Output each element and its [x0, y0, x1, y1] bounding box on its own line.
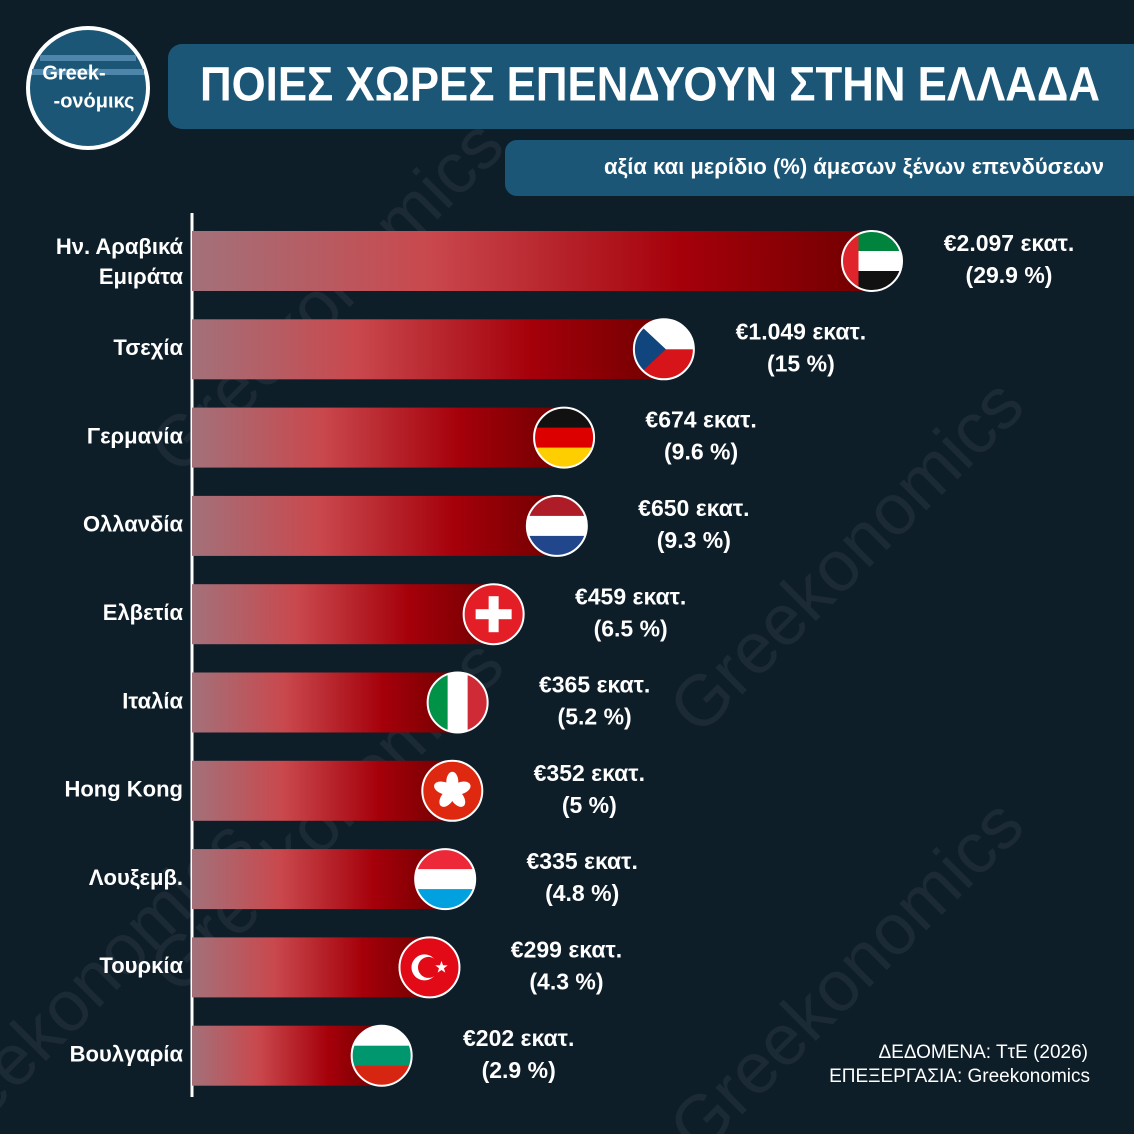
bar — [192, 407, 565, 468]
bar — [192, 672, 458, 733]
y-tick-label: Ιταλία — [122, 688, 183, 713]
flag-ring — [421, 759, 484, 822]
logo-text: Greek- — [42, 62, 105, 84]
logo-text: -ονόμικς — [54, 90, 135, 112]
share-label: (9.6 %) — [664, 439, 738, 465]
flag-part — [427, 672, 449, 733]
share-label: (4.3 %) — [529, 968, 603, 994]
y-tick-label: Hong Kong — [64, 777, 183, 802]
y-tick-label: Τουρκία — [99, 953, 183, 978]
y-tick-label: Ην. Αραβικά Εμιράτα — [56, 234, 184, 289]
flag-part — [415, 869, 476, 890]
flag-part — [351, 1025, 412, 1047]
value-label: €650 εκατ. — [638, 495, 749, 521]
source-text: ΔΕΔΟΜΕΝΑ: ΤτΕ (2026) — [878, 1042, 1088, 1063]
flag-ring — [414, 848, 477, 911]
y-tick-label: Γερμανία — [87, 423, 184, 448]
flag-part — [435, 960, 448, 973]
source-text: ΕΠΕΞΕΡΓΑΣΙΑ: Greekonomics — [829, 1066, 1090, 1087]
flag-part — [417, 956, 439, 978]
flag-ring — [632, 318, 695, 381]
value-label: €365 εκατ. — [539, 672, 650, 698]
value-label: €674 εκατ. — [645, 407, 756, 433]
chart-title: ΠΟΙΕΣ ΧΩΡΕΣ ΕΠΕΝΔΥΟΥΝ ΣΤΗΝ ΕΛΛΑΔΑ — [200, 59, 1100, 112]
share-label: (5 %) — [562, 792, 617, 818]
flag-ring — [841, 230, 903, 292]
value-label: €1.049 εκατ. — [736, 318, 867, 344]
flag-ring — [426, 671, 489, 734]
flag — [351, 1025, 412, 1086]
logo-stripes — [32, 55, 144, 75]
flag-part — [534, 407, 595, 429]
bar — [192, 1025, 382, 1086]
share-label: (6.5 %) — [594, 615, 668, 641]
flag-part — [534, 427, 595, 449]
flag — [422, 760, 483, 821]
flag-part — [351, 1045, 412, 1067]
y-tick-label: Βουλγαρία — [70, 1042, 184, 1067]
title-banner — [168, 44, 1134, 129]
subtitle-banner — [505, 140, 1134, 196]
flag-part — [488, 596, 499, 633]
share-label: (5.2 %) — [558, 704, 632, 730]
bar — [192, 849, 446, 910]
share-label: (2.9 %) — [482, 1057, 556, 1083]
y-tick-label: Ολλανδία — [83, 512, 184, 537]
chart-subtitle: αξία και μερίδιο (%) άμεσων ξένων επενδύ… — [604, 154, 1104, 179]
flag-part — [447, 672, 469, 733]
share-label: (29.9 %) — [966, 262, 1053, 288]
y-tick-label: Τσεχία — [113, 335, 183, 360]
value-label: €299 εκατ. — [511, 936, 622, 962]
flag-part — [526, 515, 587, 537]
value-label: €202 εκατ. — [463, 1025, 574, 1051]
flag-ring — [350, 1024, 413, 1087]
bar — [192, 495, 557, 556]
share-label: (9.3 %) — [657, 527, 731, 553]
y-tick-label: Ελβετία — [103, 600, 184, 625]
bar — [192, 231, 872, 291]
share-label: (4.8 %) — [545, 880, 619, 906]
flag-part — [434, 781, 454, 795]
flag-ring — [525, 494, 588, 557]
flag-ring — [533, 406, 596, 469]
bar — [192, 760, 453, 821]
value-label: €352 εκατ. — [534, 760, 645, 786]
logo-circle — [26, 26, 150, 150]
flag — [399, 937, 460, 998]
flag — [463, 584, 524, 645]
flag-part — [633, 319, 666, 380]
flag-part — [415, 849, 476, 870]
bar — [192, 584, 494, 645]
value-label: €2.097 εκατ. — [944, 230, 1075, 256]
share-label: (15 %) — [767, 350, 835, 376]
y-tick-label: Λουξεμβ. — [89, 865, 183, 890]
value-label: €459 εκατ. — [575, 583, 686, 609]
flag — [633, 319, 694, 380]
flag-part — [526, 495, 587, 517]
flag-ring — [398, 936, 461, 999]
bar — [192, 319, 664, 380]
value-label: €335 εκατ. — [527, 848, 638, 874]
flag-ring — [462, 583, 525, 646]
bar — [192, 937, 430, 998]
